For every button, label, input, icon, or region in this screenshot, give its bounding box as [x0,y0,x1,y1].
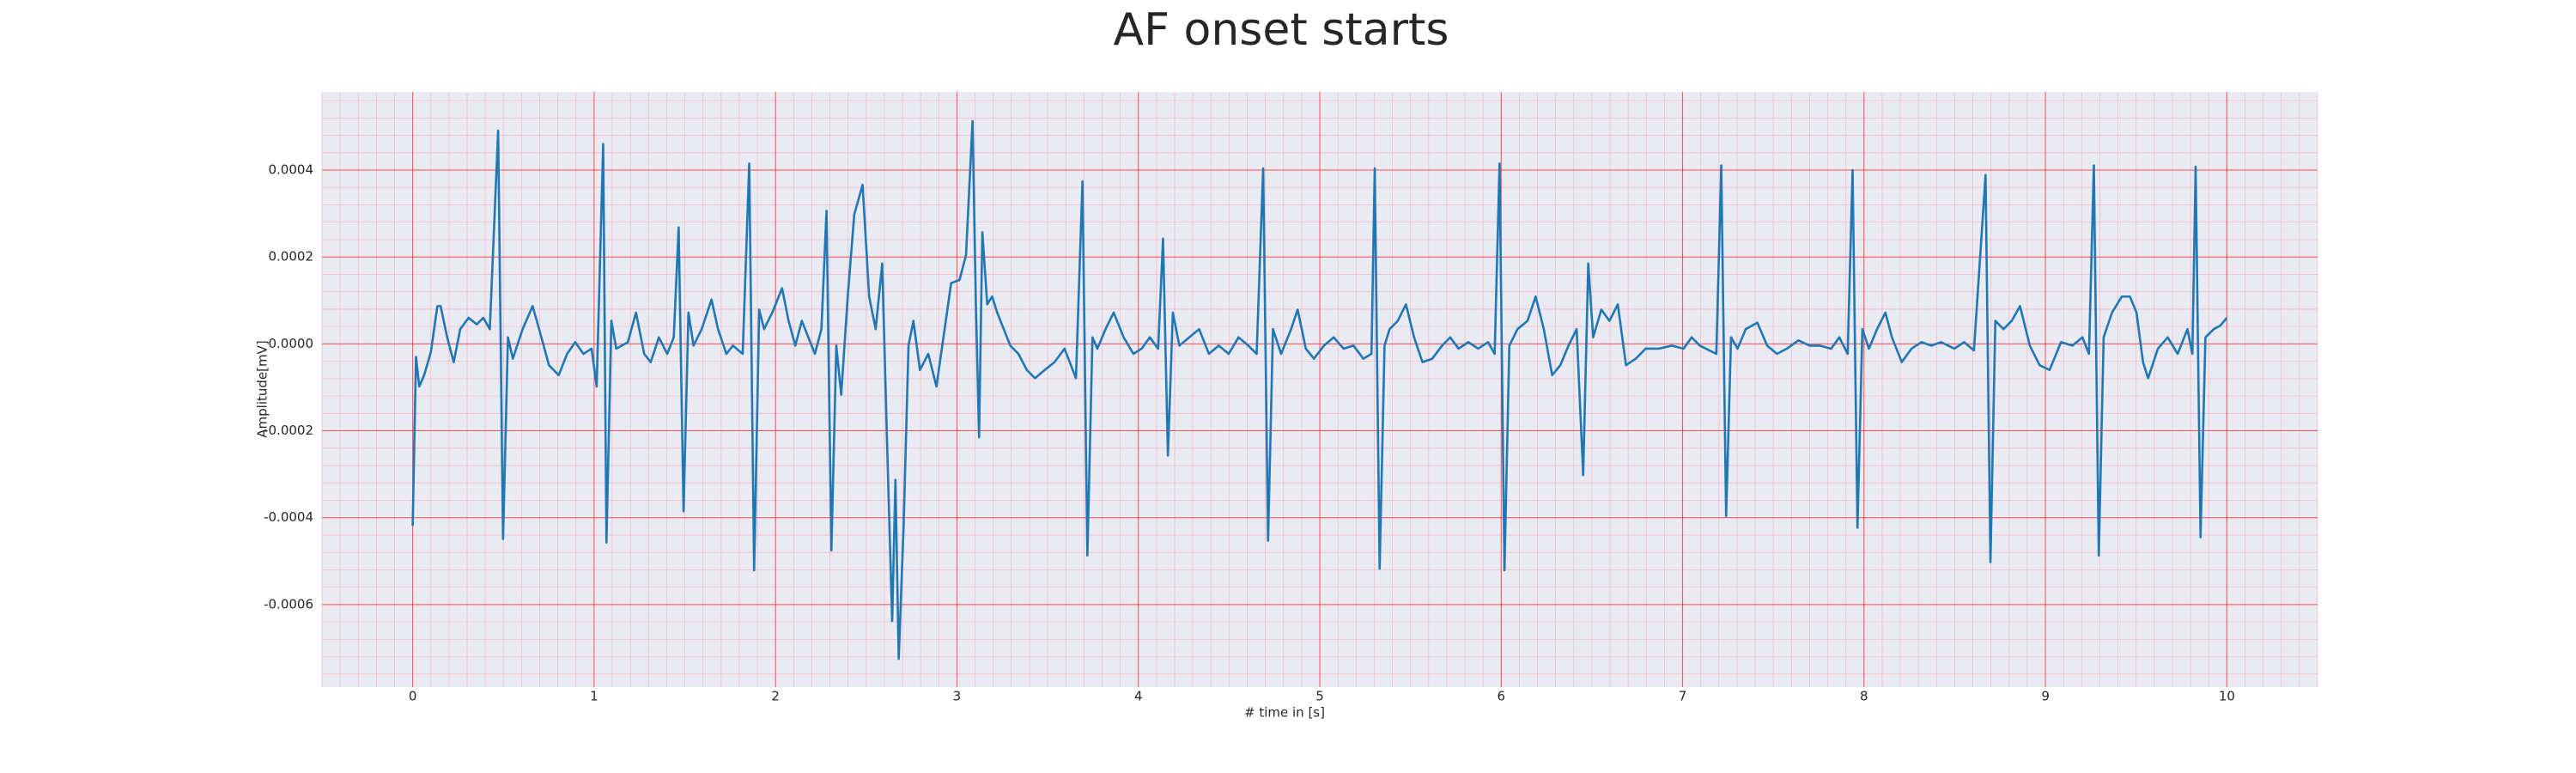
x-tick-label: 1 [590,689,598,704]
y-tick-label: 0.0002 [269,249,314,265]
y-axis-label: Amplitude[mV] [255,340,270,437]
x-tick-label: 0 [409,689,417,704]
x-tick-label: 2 [771,689,780,704]
y-tick-label: 0.0004 [269,162,314,178]
signal-line [411,119,2228,660]
x-tick-label: 3 [953,689,962,704]
x-axis-label: # time in [s] [1244,705,1325,721]
y-tick-label: 0.0000 [269,336,314,351]
x-tick-label: 7 [1679,689,1687,704]
x-tick-label: 5 [1315,689,1324,704]
y-tick-label: -0.0004 [264,509,313,525]
x-tick-label: 8 [1860,689,1868,704]
y-tick-label: -0.0006 [264,596,313,612]
chart-title: AF onset starts [1114,4,1449,56]
y-tick-label: -0.0002 [264,423,313,438]
x-tick-label: 9 [2041,689,2050,704]
x-tick-label: 4 [1134,689,1143,704]
x-tick-label: 6 [1497,689,1505,704]
x-tick-label: 10 [2219,689,2235,704]
